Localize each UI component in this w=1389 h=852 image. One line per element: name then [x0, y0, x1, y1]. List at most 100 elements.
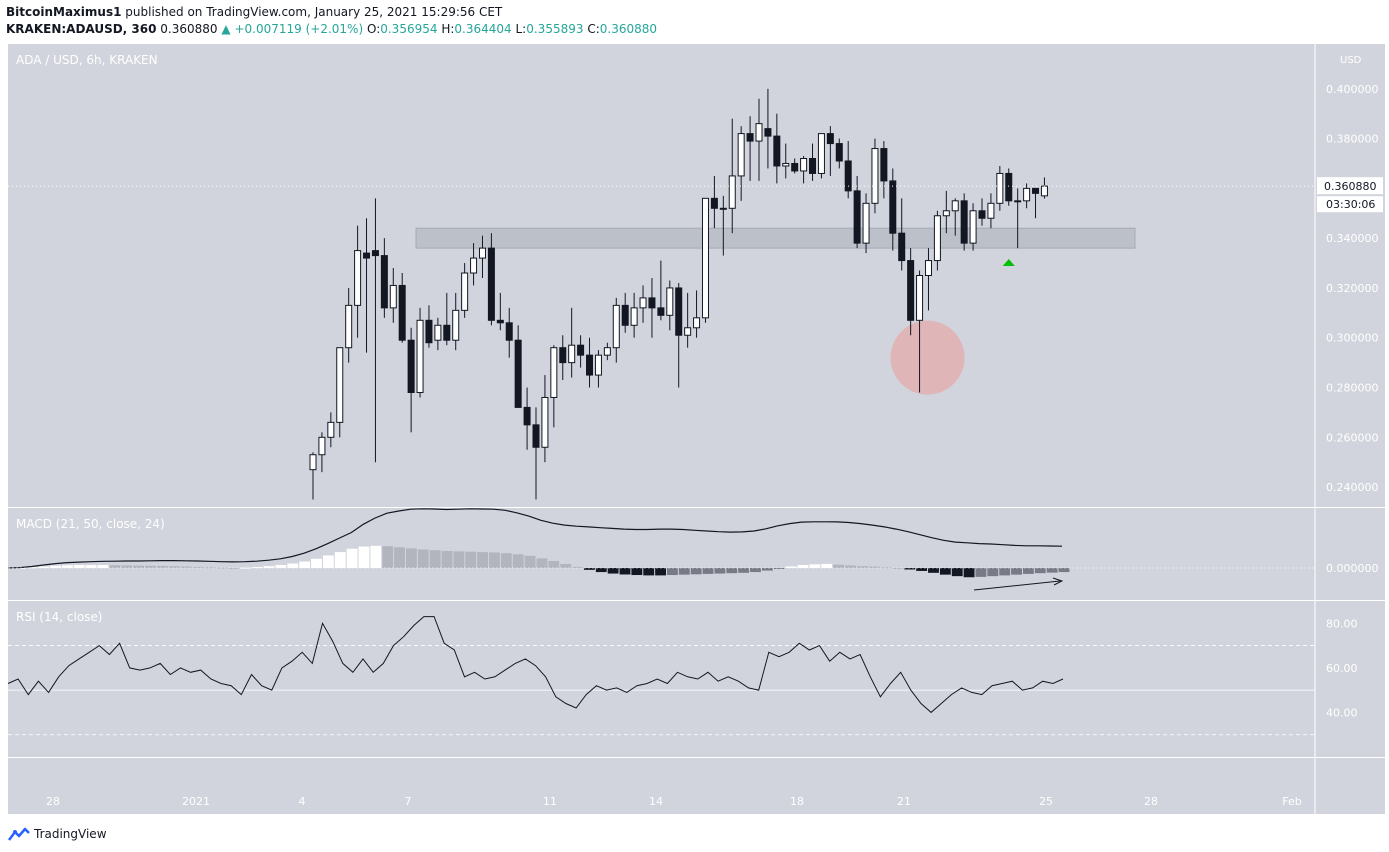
macd-histogram-bar: [714, 568, 726, 574]
close-label: C:: [587, 22, 600, 36]
candle-bearish: [746, 133, 754, 142]
macd-histogram-bar: [667, 568, 678, 576]
macd-histogram-bar: [761, 568, 773, 571]
divergence-arrow: [973, 580, 1061, 591]
candle-bearish: [514, 339, 522, 408]
time-tick-label: Feb: [1282, 795, 1301, 808]
candle-bearish: [496, 319, 504, 324]
candle-bullish: [603, 347, 611, 356]
candle-bullish: [639, 297, 647, 309]
candle-bullish: [1023, 187, 1031, 202]
candle-bullish: [612, 304, 620, 349]
macd-histogram-bar: [61, 565, 73, 568]
macd-tick-label: 0.000000: [1326, 562, 1379, 575]
price-tick-label: 0.240000: [1326, 481, 1379, 494]
macd-histogram-bar: [477, 552, 489, 568]
tradingview-logo-icon: [8, 827, 30, 841]
candle-bullish: [728, 175, 736, 209]
candle-bearish: [407, 339, 415, 393]
rsi-tick-label: 60.00: [1326, 662, 1358, 675]
candle-bearish: [371, 250, 379, 257]
price-tick-label: 0.260000: [1326, 431, 1379, 444]
candle-bearish: [826, 133, 834, 145]
candle-bullish: [924, 260, 932, 276]
macd-histogram-bar: [809, 564, 821, 568]
last-price: 0.360880: [160, 22, 218, 36]
candle-bearish: [835, 143, 843, 162]
price-tick-label: 0.340000: [1326, 232, 1379, 245]
macd-histogram-bar: [833, 564, 844, 568]
rsi-pane: [8, 601, 1315, 757]
candle-bullish: [470, 257, 478, 274]
macd-histogram-bar: [144, 565, 156, 568]
macd-histogram-bar: [595, 568, 607, 573]
macd-histogram-bar: [405, 548, 417, 568]
candle-bullish: [737, 133, 745, 177]
published-text: published on TradingView.com, January 25…: [125, 5, 503, 19]
candle-bullish: [550, 347, 558, 398]
macd-histogram-bar: [750, 568, 761, 573]
macd-histogram-bar: [738, 568, 750, 573]
macd-histogram-bar: [263, 566, 275, 568]
candles-group: [309, 88, 1048, 500]
countdown-badge: [1317, 196, 1383, 213]
macd-line: [7, 508, 1063, 569]
macd-histogram-bar: [939, 568, 951, 575]
candle-bearish: [586, 354, 594, 376]
candle-bearish: [907, 260, 915, 321]
candle-bullish: [782, 162, 790, 167]
macd-histogram-bar: [156, 565, 168, 568]
macd-histogram-bar: [619, 568, 631, 575]
footer-brand-text: TradingView: [34, 827, 107, 841]
candle-bullish: [693, 317, 701, 329]
candle-bearish: [960, 200, 968, 244]
footer-brand[interactable]: TradingView: [8, 824, 107, 844]
candle-bullish: [327, 421, 335, 438]
candle-bullish: [478, 247, 486, 259]
macd-histogram-bar: [97, 565, 109, 568]
candle-bearish: [577, 344, 585, 356]
macd-histogram-bar: [168, 566, 180, 568]
candle-bullish: [416, 319, 424, 393]
macd-histogram-bar: [785, 566, 797, 568]
time-tick-label: 7: [405, 795, 412, 808]
macd-histogram-bar: [275, 565, 287, 568]
macd-histogram-bar: [1058, 568, 1070, 573]
rsi-tick-label: 80.00: [1326, 617, 1358, 630]
macd-histogram-bar: [417, 549, 429, 568]
candle-bearish: [523, 406, 531, 426]
macd-histogram-bar: [512, 554, 524, 568]
macd-histogram-bar: [180, 566, 192, 568]
candle-bullish: [666, 287, 674, 316]
macd-histogram-bar: [453, 551, 465, 568]
macd-histogram-bar: [999, 568, 1011, 576]
macd-histogram-bar: [358, 546, 370, 568]
candle-bearish: [657, 307, 665, 316]
candle-bullish: [871, 148, 879, 204]
macd-histogram-bar: [690, 568, 702, 575]
macd-histogram-bar: [868, 566, 880, 568]
candle-bearish: [1005, 172, 1013, 202]
time-tick-label: 18: [790, 795, 804, 808]
macd-histogram-bar: [631, 568, 643, 576]
macd-histogram-bar: [311, 558, 322, 568]
candle-bullish: [389, 284, 397, 309]
price-tick-label: 0.300000: [1326, 332, 1379, 345]
candle-bullish: [1040, 185, 1048, 197]
author-name[interactable]: BitcoinMaximus1: [6, 5, 122, 19]
macd-histogram-bar: [726, 568, 738, 574]
macd-histogram-bar: [38, 566, 50, 568]
macd-histogram-bar: [904, 568, 916, 570]
macd-histogram-bar: [916, 568, 928, 571]
macd-histogram-bar: [607, 568, 619, 574]
macd-histogram-bar: [133, 565, 144, 568]
macd-histogram-bar: [299, 561, 311, 568]
candle-bullish: [336, 347, 344, 423]
open-label: O:: [366, 22, 381, 36]
last-price-label: 0.360880: [1324, 180, 1377, 193]
macd-histogram-bar: [441, 550, 453, 568]
price-pane: [8, 44, 1315, 507]
macd-histogram-bar: [583, 568, 595, 570]
rsi-tick-label: 40.00: [1326, 706, 1358, 719]
